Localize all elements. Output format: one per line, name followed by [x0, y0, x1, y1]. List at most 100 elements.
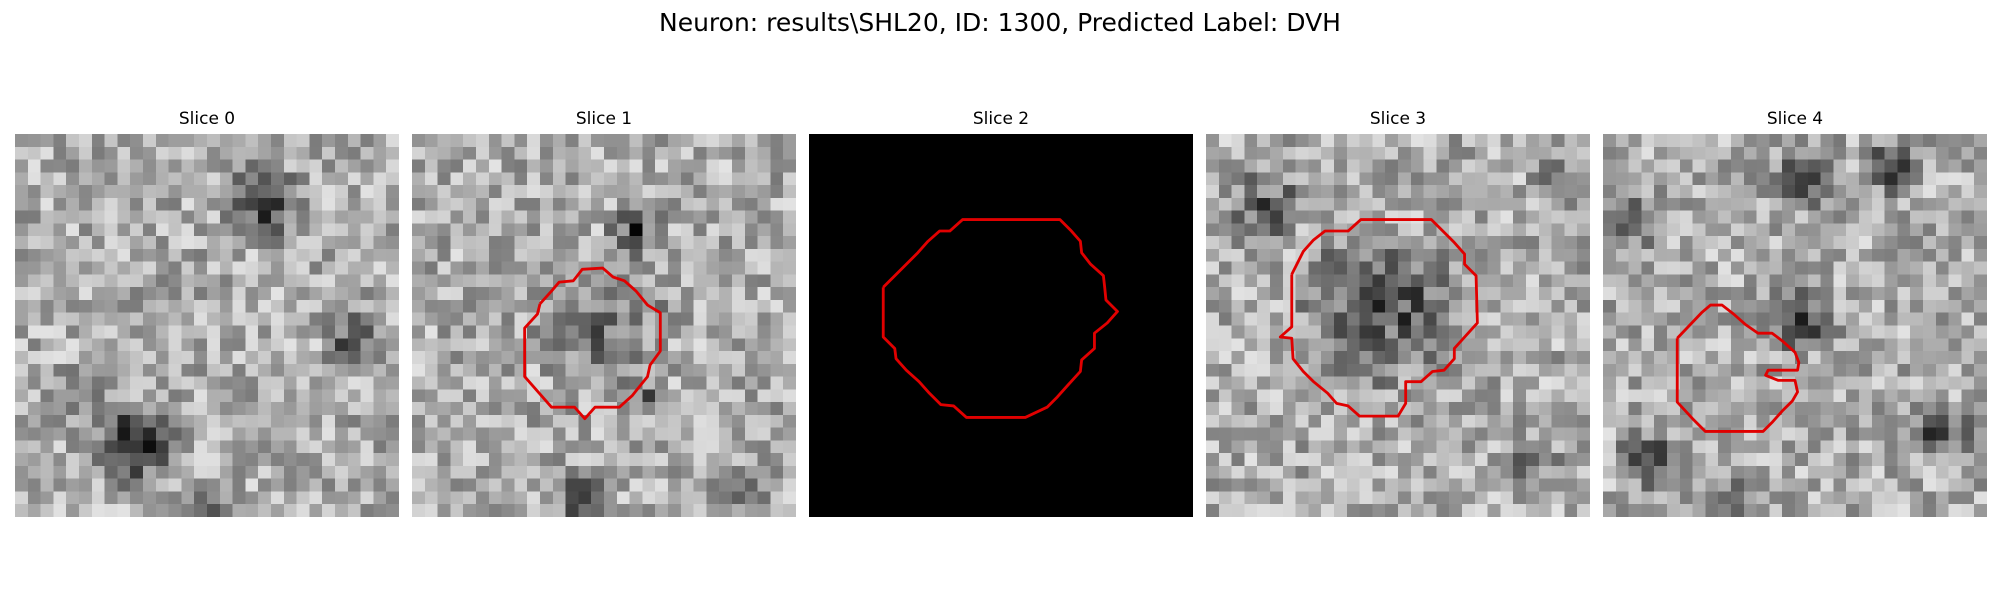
pixel: [1359, 172, 1373, 186]
pixel: [296, 363, 310, 377]
pixel: [1372, 427, 1386, 441]
pixel: [194, 274, 208, 288]
pixel: [655, 363, 669, 377]
pixel: [194, 402, 208, 416]
pixel: [501, 427, 515, 441]
pixel: [476, 274, 490, 288]
pixel: [1346, 248, 1360, 262]
pixel: [1244, 351, 1258, 365]
pixel: [373, 210, 387, 224]
slice-1-image: [412, 134, 796, 517]
pixel: [1218, 248, 1232, 262]
pixel: [1705, 465, 1719, 479]
pixel: [1884, 312, 1898, 326]
pixel: [616, 312, 630, 326]
pixel: [1782, 504, 1796, 517]
pixel: [476, 351, 490, 365]
pixel: [1961, 427, 1975, 441]
pixel: [1897, 159, 1911, 173]
pixel: [629, 261, 643, 275]
pixel: [53, 299, 67, 313]
pixel: [27, 274, 41, 288]
pixel: [450, 261, 464, 275]
pixel: [1513, 248, 1527, 262]
pixel: [347, 402, 361, 416]
pixel: [1782, 159, 1796, 173]
pixel: [1769, 312, 1783, 326]
pixel: [552, 312, 566, 326]
pixel: [1667, 197, 1681, 211]
pixel: [130, 465, 144, 479]
pixel: [1564, 491, 1578, 505]
pixel: [578, 414, 592, 428]
pixel: [732, 134, 746, 148]
pixel: [604, 172, 618, 186]
pixel: [27, 159, 41, 173]
pixel: [1513, 453, 1527, 467]
pixel: [1321, 134, 1335, 148]
pixel: [1513, 159, 1527, 173]
pixel: [1846, 159, 1860, 173]
pixel: [347, 440, 361, 454]
pixel: [1218, 351, 1232, 365]
pixel: [552, 172, 566, 186]
pixel: [1385, 376, 1399, 390]
pixel: [757, 440, 771, 454]
pixel: [1974, 414, 1987, 428]
pixel: [744, 402, 758, 416]
pixel: [1833, 197, 1847, 211]
pixel: [732, 197, 746, 211]
pixel: [1321, 312, 1335, 326]
pixel: [540, 402, 554, 416]
pixel: [437, 351, 451, 365]
pixel: [1743, 197, 1757, 211]
pixel: [450, 338, 464, 352]
pixel: [1462, 465, 1476, 479]
pixel: [258, 248, 272, 262]
pixel: [1667, 287, 1681, 301]
pixel: [578, 402, 592, 416]
pixel: [1743, 453, 1757, 467]
pixel: [1385, 312, 1399, 326]
pixel: [642, 440, 656, 454]
pixel: [732, 223, 746, 237]
pixel: [1769, 465, 1783, 479]
pixel: [668, 440, 682, 454]
pixel: [1206, 478, 1220, 492]
pixel: [1295, 274, 1309, 288]
pixel: [1654, 312, 1668, 326]
pixel: [591, 453, 605, 467]
pixel: [1974, 440, 1987, 454]
pixel: [27, 351, 41, 365]
pixel: [693, 312, 707, 326]
pixel: [1423, 197, 1437, 211]
pixel: [1398, 427, 1412, 441]
pixel: [578, 376, 592, 390]
pixel: [1884, 504, 1898, 517]
pixel: [104, 210, 118, 224]
pixel: [245, 414, 259, 428]
pixel: [1718, 172, 1732, 186]
pixel: [296, 389, 310, 403]
pixel: [1449, 325, 1463, 339]
pixel: [143, 223, 157, 237]
pixel: [194, 478, 208, 492]
pixel: [1820, 312, 1834, 326]
pixel: [668, 159, 682, 173]
pixel: [1871, 223, 1885, 237]
pixel: [1667, 491, 1681, 505]
pixel: [1206, 453, 1220, 467]
pixel: [706, 185, 720, 199]
pixel: [1487, 376, 1501, 390]
pixel: [629, 210, 643, 224]
pixel: [207, 134, 221, 148]
pixel: [1359, 299, 1373, 313]
pixel: [1667, 134, 1681, 148]
pixel: [1807, 197, 1821, 211]
pixel: [1346, 312, 1360, 326]
pixel: [91, 389, 105, 403]
pixel: [271, 440, 285, 454]
pixel: [1795, 325, 1809, 339]
pixel: [1718, 465, 1732, 479]
pixel: [1846, 325, 1860, 339]
